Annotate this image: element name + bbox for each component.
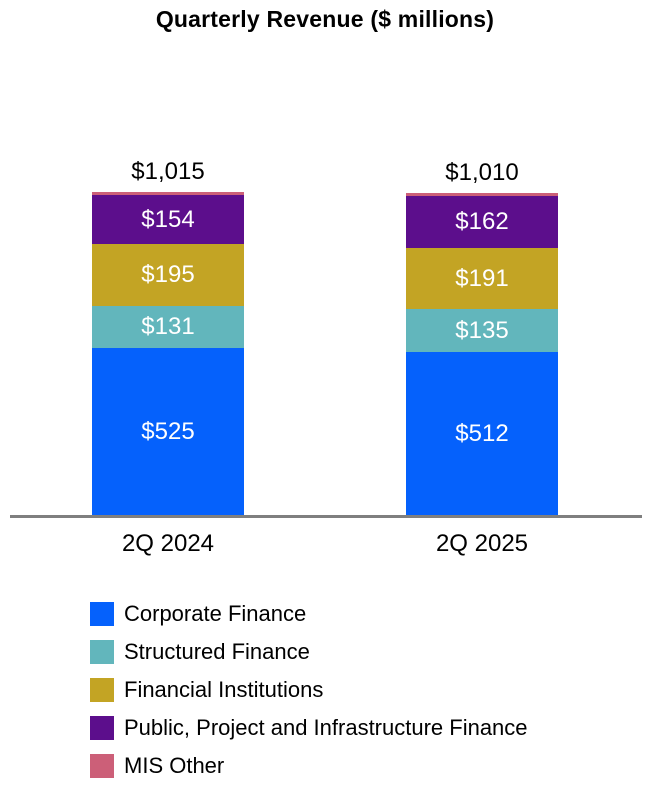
legend: Corporate Finance Structured Finance Fin… [90,601,528,792]
x-axis-line [10,515,642,518]
legend-item-financial-institutions: Financial Institutions [90,677,528,702]
segment-public-project-infrastructure-finance: $154 [92,195,244,244]
legend-label: Structured Finance [124,639,310,664]
segment-financial-institutions: $195 [92,244,244,306]
bar-2q2025: $1,010 $162 $191 $135 $512 [406,159,558,516]
segment-value-label: $191 [455,264,509,292]
legend-swatch-public-project-infrastructure-finance [90,716,114,740]
legend-label: Corporate Finance [124,601,307,626]
segment-value-label: $195 [141,261,195,288]
segment-value-label: $525 [141,418,195,445]
segment-mis-other [92,192,244,195]
stacked-bar-2q2024: $154 $195 $131 $525 [92,192,244,516]
legend-swatch-corporate-finance [90,602,114,626]
legend-item-mis-other: MIS Other [90,753,528,778]
segment-value-label: $162 [455,208,509,235]
legend-swatch-structured-finance [90,640,114,664]
segment-public-project-infrastructure-finance: $162 [406,196,558,248]
total-label-2q2024: $1,015 [131,158,205,185]
segment-mis-other [406,193,558,196]
segment-financial-institutions: $191 [406,248,558,309]
segment-corporate-finance: $525 [92,348,244,516]
segment-value-label: $135 [455,316,509,344]
legend-swatch-mis-other [90,754,114,778]
stacked-bar-2q2025: $162 $191 $135 $512 [406,193,558,516]
segment-value-label: $512 [455,420,509,447]
x-axis-label-2q2024: 2Q 2024 [121,530,215,557]
legend-item-public-project-infrastructure-finance: Public, Project and Infrastructure Finan… [90,715,528,740]
legend-label: Financial Institutions [124,677,324,702]
segment-structured-finance: $135 [406,309,558,352]
legend-label: Public, Project and Infrastructure Finan… [124,715,528,740]
segment-structured-finance: $131 [92,306,244,348]
segment-value-label: $131 [141,313,195,340]
chart-title: Quarterly Revenue ($ millions) [155,6,495,32]
x-axis-label-2q2025: 2Q 2025 [435,530,529,557]
total-label-2q2025: $1,010 [445,159,519,186]
segment-corporate-finance: $512 [406,352,558,516]
legend-item-structured-finance: Structured Finance [90,639,528,664]
legend-label: MIS Other [124,753,225,778]
legend-swatch-financial-institutions [90,678,114,702]
segment-value-label: $154 [141,205,195,233]
legend-item-corporate-finance: Corporate Finance [90,601,528,626]
bar-2q2024: $1,015 $154 $195 $131 $525 [92,158,244,516]
